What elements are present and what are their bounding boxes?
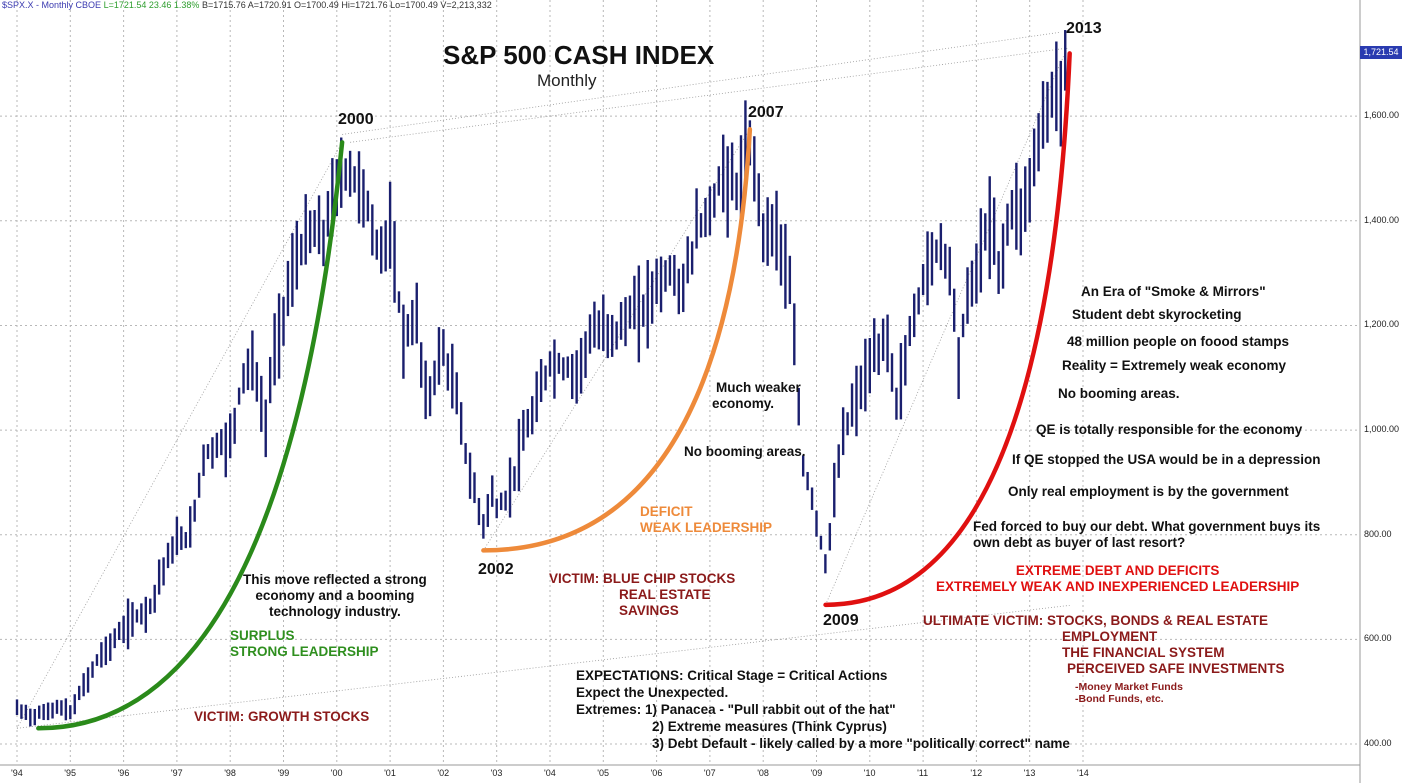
year-label-2000: 2000 [338,111,374,128]
y-tick-label: 1,000.00 [1364,424,1400,435]
year-label-2009: 2009 [823,612,859,629]
header-symbol: $SPX.X - Monthly [2,0,74,10]
y-tick-label: 400.00 [1364,738,1392,748]
annotation-no-booming-1: No booming areas. [684,444,806,459]
annotation-fed-debt: Fed forced to buy our debt. What governm… [973,519,1321,550]
x-tick-label: '07 [703,768,716,778]
x-tick-label: '04 [544,768,556,778]
trend-line [342,32,1060,135]
x-tick-label: '10 [863,768,876,778]
x-tick-label: '97 [170,768,183,778]
chart-title: S&P 500 CASH INDEX [443,40,715,70]
annotation-expectations: EXPECTATIONS: Critical Stage = Critical … [576,668,1070,751]
annotation-extreme-debt: EXTREME DEBT AND DEFICITS EXTREMELY WEAK… [936,563,1300,594]
annotation-qe-depression: If QE stopped the USA would be in a depr… [1012,452,1321,467]
annotation-smoke-mirrors: An Era of "Smoke & Mirrors" [1081,284,1266,299]
x-tick-label: '00 [330,768,343,778]
annotation-ultimate-victim: ULTIMATE VICTIM: STOCKS, BONDS & REAL ES… [923,613,1285,676]
curve-2013 [823,51,1072,608]
year-label-2002: 2002 [478,561,514,578]
y-tick-label: 1,400.00 [1364,214,1400,225]
y-tick-label: 800.00 [1364,528,1392,539]
annotation-surplus: SURPLUS STRONG LEADERSHIP [230,628,379,659]
annotation-victim-growth: VICTIM: GROWTH STOCKS [194,709,370,724]
annotation-no-booming-2: No booming areas. [1058,386,1180,401]
annotation-victim-bluechip: VICTIM: BLUE CHIP STOCKS REAL ESTATE SAV… [549,571,736,618]
x-tick-label: '09 [810,768,823,778]
x-tick-label: '95 [64,768,77,778]
annotation-food-stamps: 48 million people on foood stamps [1067,334,1290,349]
y-tick-label: 1,600.00 [1364,110,1400,121]
x-tick-label: '03 [490,768,503,778]
annotation-deficit: DEFICIT WEAK LEADERSHIP [640,504,773,535]
x-tick-label: '05 [597,768,610,778]
x-tick-label: '01 [384,768,396,778]
trend-line [16,142,343,729]
last-price-tag: 1,721.54 [1360,46,1402,59]
annotation-student-debt: Student debt skyrocketing [1072,307,1242,322]
x-tick-label: '13 [1023,768,1036,778]
annotation-qe-responsible: QE is totally responsible for the econom… [1036,422,1303,437]
x-tick-label: '02 [437,768,450,778]
x-tick-label: '11 [917,768,929,778]
x-tick-label: '08 [757,768,769,778]
x-tick-label: '14 [1077,768,1089,778]
x-tick-label: '98 [224,768,236,778]
chart-subtitle: Monthly [537,71,597,90]
annotation-strong-economy: This move reflected a strong economy and… [243,572,427,619]
trend-lines [16,32,1070,729]
arc-curves [36,51,1072,731]
y-tick-label: 1,200.00 [1364,319,1400,330]
price-bars [15,30,1067,727]
annotation-ultimate-small: -Money Market Funds -Bond Funds, etc. [1075,681,1183,705]
annotation-much-weaker: Much weaker economy. [712,380,801,411]
chart-header: $SPX.X - Monthly CBOE L=1721.54 23.46 1.… [2,0,492,10]
x-tick-label: '99 [277,768,290,778]
trend-line [350,47,1068,143]
y-tick-label: 600.00 [1364,633,1392,644]
header-values: B=1715.76 A=1720.91 O=1700.49 Hi=1721.76… [201,0,492,10]
curve-2000 [36,140,345,731]
x-tick-label: '94 [11,768,23,778]
header-exchange: CBOE [75,0,102,10]
curve-2007 [481,126,753,553]
annotation-weak-economy: Reality = Extremely weak economy [1062,358,1286,373]
x-tick-label: '12 [970,768,983,778]
year-label-2013: 2013 [1066,20,1102,37]
header-change: L=1721.54 23.46 1.38% [103,0,200,10]
x-tick-label: '96 [117,768,130,778]
x-tick-label: '06 [650,768,663,778]
annotation-real-employment: Only real employment is by the governmen… [1008,484,1289,499]
trend-line [825,47,1068,605]
year-label-2007: 2007 [748,104,784,121]
